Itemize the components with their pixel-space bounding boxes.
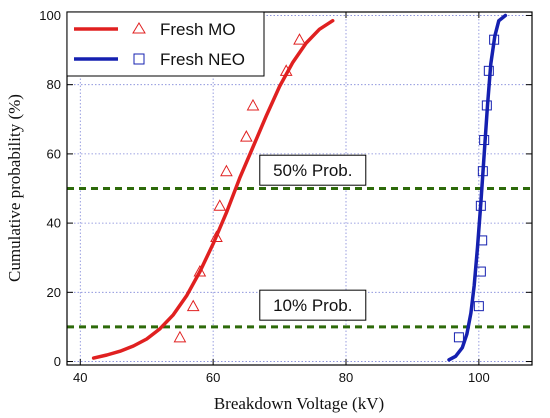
- fit-curve-fresh-mo: [91, 18, 335, 360]
- y-tick-label: 100: [39, 8, 61, 23]
- data-point-fresh-neo: [475, 200, 486, 211]
- x-tick-label: 80: [339, 370, 353, 385]
- data-point-fresh-mo: [210, 230, 223, 242]
- data-point-fresh-neo: [473, 301, 484, 312]
- axis-ticks: 40 60 80 100 0 20 40 60 80 100: [39, 8, 532, 385]
- annotation-box: [259, 154, 367, 186]
- annotation-label: 50% Prob.: [273, 161, 352, 180]
- data-point-fresh-neo: [477, 235, 488, 246]
- data-point-fresh-mo: [279, 64, 293, 76]
- data-point-fresh-mo: [193, 265, 207, 277]
- x-tick-label: 60: [206, 370, 220, 385]
- legend: Fresh MO Fresh NEO: [66, 11, 265, 77]
- data-point-fresh-mo: [220, 164, 233, 177]
- y-tick-label: 60: [47, 146, 61, 161]
- data-series: [91, 13, 508, 362]
- data-point-fresh-neo: [479, 135, 490, 146]
- reference-annotation-50: 50% Prob.: [259, 154, 367, 186]
- legend-label-fresh-mo: Fresh MO: [160, 20, 236, 39]
- y-tick-label: 80: [47, 77, 61, 92]
- y-tick-label: 20: [47, 285, 61, 300]
- x-tick-label: 40: [73, 370, 87, 385]
- y-axis-label: Cumulative probability (%): [5, 94, 24, 282]
- fit-curve-fresh-neo: [447, 13, 508, 362]
- data-point-fresh-neo: [481, 100, 492, 111]
- data-point-fresh-mo: [186, 299, 200, 312]
- data-point-fresh-mo: [293, 33, 306, 45]
- annotation-box: [259, 289, 367, 321]
- data-point-fresh-mo: [213, 199, 227, 211]
- plot-frame: [66, 11, 533, 366]
- legend-marker-fresh-mo: [132, 22, 146, 34]
- reference-lines: 50% Prob. 10% Prob.: [67, 154, 532, 329]
- legend-box: [66, 11, 265, 77]
- reference-annotation-10: 10% Prob.: [259, 289, 367, 321]
- x-axis-label: Breakdown Voltage (kV): [214, 394, 384, 413]
- x-tick-label: 100: [468, 370, 490, 385]
- legend-marker-fresh-neo: [133, 53, 145, 65]
- data-point-fresh-neo: [477, 166, 488, 177]
- data-point-fresh-neo: [475, 266, 486, 277]
- data-point-fresh-mo: [246, 98, 260, 111]
- legend-label-fresh-neo: Fresh NEO: [160, 50, 245, 69]
- annotation-label: 10% Prob.: [273, 296, 352, 315]
- data-point-fresh-mo: [173, 330, 187, 343]
- data-point-fresh-neo: [489, 34, 500, 45]
- y-tick-label: 0: [54, 354, 61, 369]
- y-tick-label: 40: [47, 216, 61, 231]
- data-point-fresh-neo: [483, 65, 494, 76]
- data-point-fresh-mo: [240, 130, 253, 142]
- data-point-fresh-neo: [453, 332, 464, 343]
